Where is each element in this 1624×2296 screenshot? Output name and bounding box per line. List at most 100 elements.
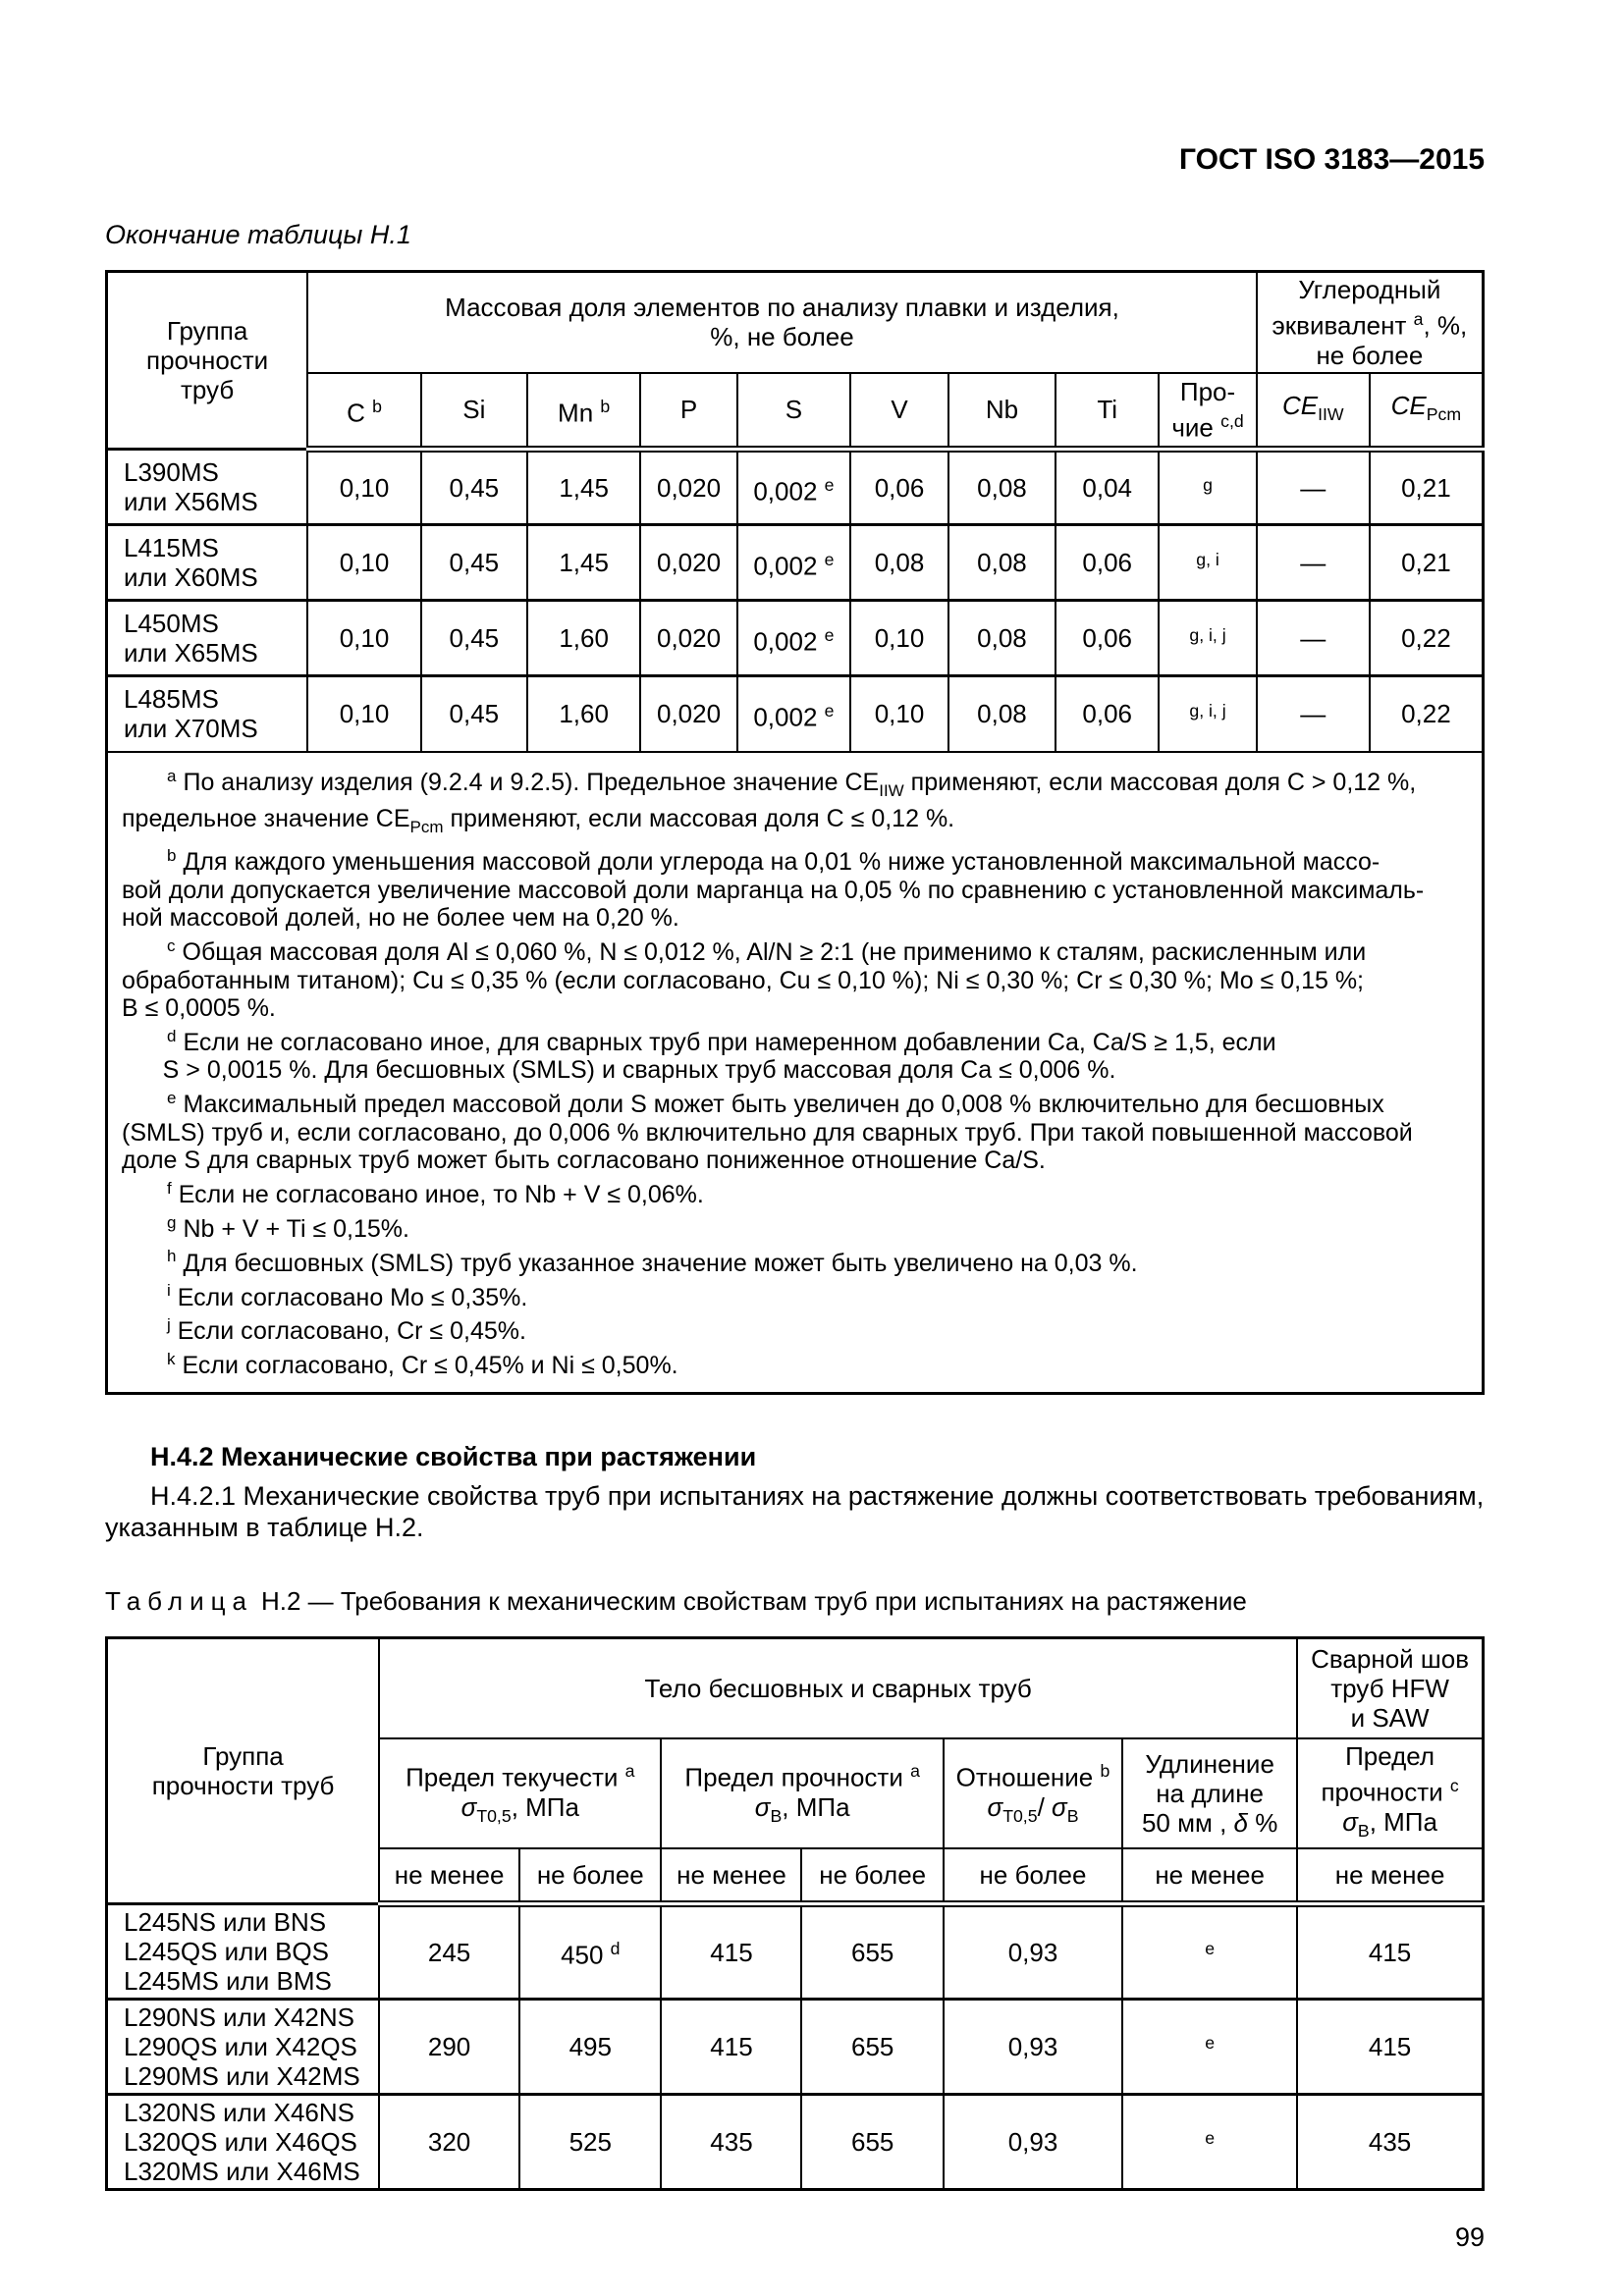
table-h2-caption: Таблица Н.2 — Требования к механическим с… [105,1586,1485,1617]
footnote: c Общая массовая доля Al ≤ 0,060 %, N ≤ 0… [122,935,1367,1023]
footnote: d Если не согласовано иное, для сварных т… [122,1026,1276,1085]
cell: 0,04 [1055,448,1161,526]
h1-header-row-1: Группа прочности труб Массовая доля элемен… [105,270,1485,451]
footnote: h Для бесшовных (SMLS) труб указанное зна… [167,1247,1138,1277]
cell: 0,002 e [735,599,852,677]
cell: — [1255,674,1371,753]
cell: 0,06 [849,448,949,526]
h2-minmax: не менее [660,1847,803,1907]
cell: 0,06 [1055,523,1161,602]
cell: 0,10 [849,599,949,677]
h1-col-v: V [849,371,949,454]
grade-cell: L450MS или X65MS [105,599,309,677]
cell: 435 [660,2092,803,2191]
cell: 0,93 [942,2092,1124,2191]
h2-header-row-1: Группа прочности труб Тело бесшовных и св… [105,1636,1485,1905]
cell: g, i, j [1158,674,1258,753]
cell: 0,22 [1368,599,1485,677]
cell: 435 [1296,2092,1485,2191]
cell: 0,10 [306,448,422,526]
h1-header-carbon-equiv: Углеродный эквивалент a, %, не более [1255,270,1485,374]
cell: 1,60 [525,599,642,677]
footnote: g Nb + V + Ti ≤ 0,15%. [167,1212,409,1243]
cell: 0,08 [947,523,1057,602]
h1-col-ce-iiw: CEIIW [1255,371,1371,454]
h1-col-nb: Nb [947,371,1057,454]
cell: — [1255,599,1371,677]
table-row: L485MS или X70MS 0,10 0,45 1,60 0,020 0,0… [105,674,1485,753]
h2-header-row-2: Предел текучести a σТ0,5, МПа Предел проч… [107,1737,1485,1850]
h2-col-ratio: Отношение b σТ0,5/ σВ [942,1737,1124,1850]
cell: 525 [518,2092,663,2191]
table-row: L390MS или X56MS 0,10 0,45 1,45 0,020 0,0… [105,448,1485,526]
cell: 0,020 [639,599,738,677]
cell: 0,45 [419,523,528,602]
cell: 290 [378,1997,521,2096]
grade-cell: L320NS или X46NS L320QS или X46QS L320MS и… [105,2092,381,2191]
cell: 655 [800,2092,945,2191]
h2-minmax: не более [942,1847,1124,1907]
cell: 0,10 [306,523,422,602]
cell: 0,06 [1055,674,1161,753]
page-number: 99 [1454,2221,1485,2252]
footnote: k Если согласовано, Cr ≤ 0,45% и Ni ≤ 0,5… [167,1349,678,1380]
h1-header-mass-fraction: Массовая доля элементов по анализу плавк… [306,270,1258,374]
h2-minmax: не более [518,1847,663,1907]
cell: 0,020 [639,523,738,602]
grade-cell: L485MS или X70MS [105,674,309,753]
grade-cell: L245NS или BNS L245QS или BQS L245MS или B… [105,1901,381,2001]
cell: 0,002 e [735,523,852,602]
footnote: b Для каждого уменьшения массовой доли уг… [122,845,1425,933]
h1-footnotes: a По анализу изделия (9.2.4 и 9.2.5). Пре… [105,750,1485,1395]
cell: g, i [1158,523,1258,602]
cell: g [1158,448,1258,526]
grade-cell: L390MS или X56MS [105,448,309,526]
h1-col-c: C b [306,371,422,454]
h1-col-ce-pcm: CEPcm [1368,371,1485,454]
cell: e [1121,1997,1299,2096]
cell: 0,06 [1055,599,1161,677]
h2-header-row-3: не менее не более не менее не более не б… [107,1847,1485,1907]
footnote: i Если согласовано Mo ≤ 0,35%. [167,1281,528,1311]
cell: 0,45 [419,599,528,677]
cell: g, i, j [1158,599,1258,677]
cell: 0,21 [1368,523,1485,602]
table-row: L320NS или X46NS L320QS или X46QS L320MS и… [105,2092,1485,2191]
footnote: f Если не согласовано иное, то Nb + V ≤ 0… [167,1178,704,1209]
cell: 0,020 [639,674,738,753]
h2-header-weld: Сварной шов труб HFW и SAW [1296,1636,1485,1740]
cell: 0,10 [306,599,422,677]
table-row: L245NS или BNS L245QS или BQS L245MS или B… [105,1901,1485,2001]
cell: 1,45 [525,523,642,602]
h2-col-weld-tensile: Предел прочности c σВ, МПа [1296,1737,1485,1850]
cell: 495 [518,1997,663,2096]
h2-col-yield: Предел текучести a σТ0,5, МПа [378,1737,663,1850]
footnote: a По анализу изделия (9.2.4 и 9.2.5). Пре… [122,766,1417,837]
h2-minmax: не более [800,1847,945,1907]
cell: — [1255,448,1371,526]
cell: 0,002 e [735,674,852,753]
footnote: j Если согласовано, Cr ≤ 0,45%. [167,1315,526,1346]
cell: 0,002 e [735,448,852,526]
h1-col-si: Si [419,371,528,454]
caption-text: Н.2 — Требования к механическим свойства… [260,1585,1247,1616]
cell: 0,93 [942,1997,1124,2096]
grade-cell: L290NS или X42NS L290QS или X42QS L290MS и… [105,1997,381,2096]
cell: e [1121,2092,1299,2191]
h2-col-tensile: Предел прочности a σВ, МПа [660,1737,945,1850]
table-h2: Группа прочности труб Тело бесшовных и св… [105,1635,1485,2191]
h1-col-other: Про-чие c,d [1158,371,1258,454]
cell: 0,45 [419,674,528,753]
h1-col-mn: Mn b [525,371,642,454]
h2-header-group: Группа прочности труб [105,1636,381,1905]
cell: 0,93 [942,1901,1124,2001]
h2-col-elongation: Удлинение на длине 50 мм , δ % [1121,1737,1299,1850]
h1-header-group: Группа прочности труб [105,270,309,451]
cell: — [1255,523,1371,602]
cell: 0,08 [849,523,949,602]
h1-col-s: S [735,371,852,454]
cell: 0,22 [1368,674,1485,753]
cell: 655 [800,1901,945,2001]
cell: 0,08 [947,674,1057,753]
